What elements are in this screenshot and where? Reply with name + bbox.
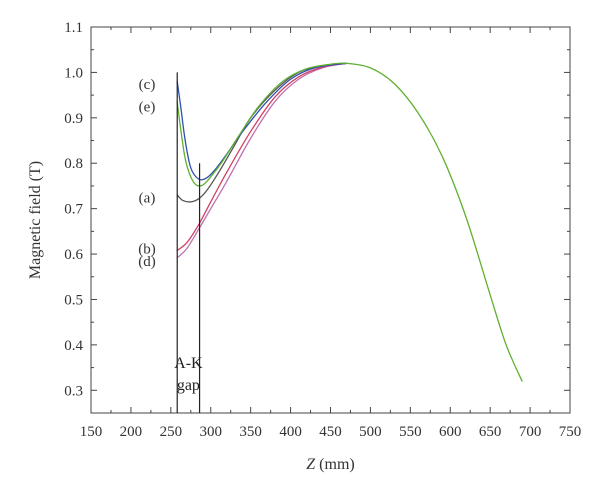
y-tick-label: 0.9: [64, 111, 83, 127]
y-tick-label: 1.0: [64, 65, 83, 81]
series-line-a: [176, 62, 348, 203]
series-line-e: [176, 62, 523, 382]
y-tick-label: 0.6: [64, 247, 83, 263]
ak-gap-label-line2: gap: [177, 377, 200, 394]
y-tick-label: 0.8: [64, 156, 83, 172]
x-tick-label: 150: [80, 424, 103, 440]
series-line-d: [176, 62, 348, 259]
y-axis-title: Magnetic field (T): [27, 161, 44, 279]
curve-label-e: (e): [139, 99, 156, 115]
x-tick-label: 300: [200, 424, 223, 440]
ak-gap-annotation: A-K gap: [174, 72, 203, 413]
x-tick-label: 400: [279, 424, 302, 440]
x-tick-label: 600: [439, 424, 462, 440]
series-line-c: [176, 62, 348, 181]
x-tick-label: 550: [399, 424, 422, 440]
y-tick-label: 1.1: [64, 20, 83, 36]
y-tick-label: 0.7: [64, 202, 83, 218]
x-axis-title-unit: (mm): [315, 456, 355, 473]
x-tick-label: 350: [239, 424, 262, 440]
x-tick-label: 200: [120, 424, 143, 440]
curve-label-c: (c): [139, 77, 156, 93]
x-tick-label: 750: [559, 424, 582, 440]
ticks-layer: 150 200 250 300 350 400 450 500 550 600 650 700 750 0…: [64, 20, 581, 440]
curve-label-b: (b): [138, 242, 156, 258]
x-axis-title-variable: Z: [306, 456, 316, 473]
x-axis-title: Z (mm): [306, 456, 354, 473]
x-tick-label: 450: [319, 424, 342, 440]
x-tick-label: 250: [160, 424, 183, 440]
x-tick-label: 500: [359, 424, 382, 440]
curve-label-a: (a): [139, 190, 156, 206]
ak-gap-label-line1: A-K: [174, 355, 203, 372]
plot-frame: [90, 26, 571, 414]
x-tick-label: 650: [479, 424, 502, 440]
x-tick-label: 700: [519, 424, 542, 440]
series-layer: [176, 62, 523, 382]
y-tick-label: 0.4: [64, 338, 83, 354]
y-tick-label: 0.3: [64, 383, 83, 399]
curve-label-d: (d): [138, 254, 156, 270]
curve-labels: (a) (b) (c) (d) (e): [138, 77, 156, 270]
series-line-b: [176, 62, 348, 252]
y-tick-label: 0.5: [64, 292, 83, 308]
